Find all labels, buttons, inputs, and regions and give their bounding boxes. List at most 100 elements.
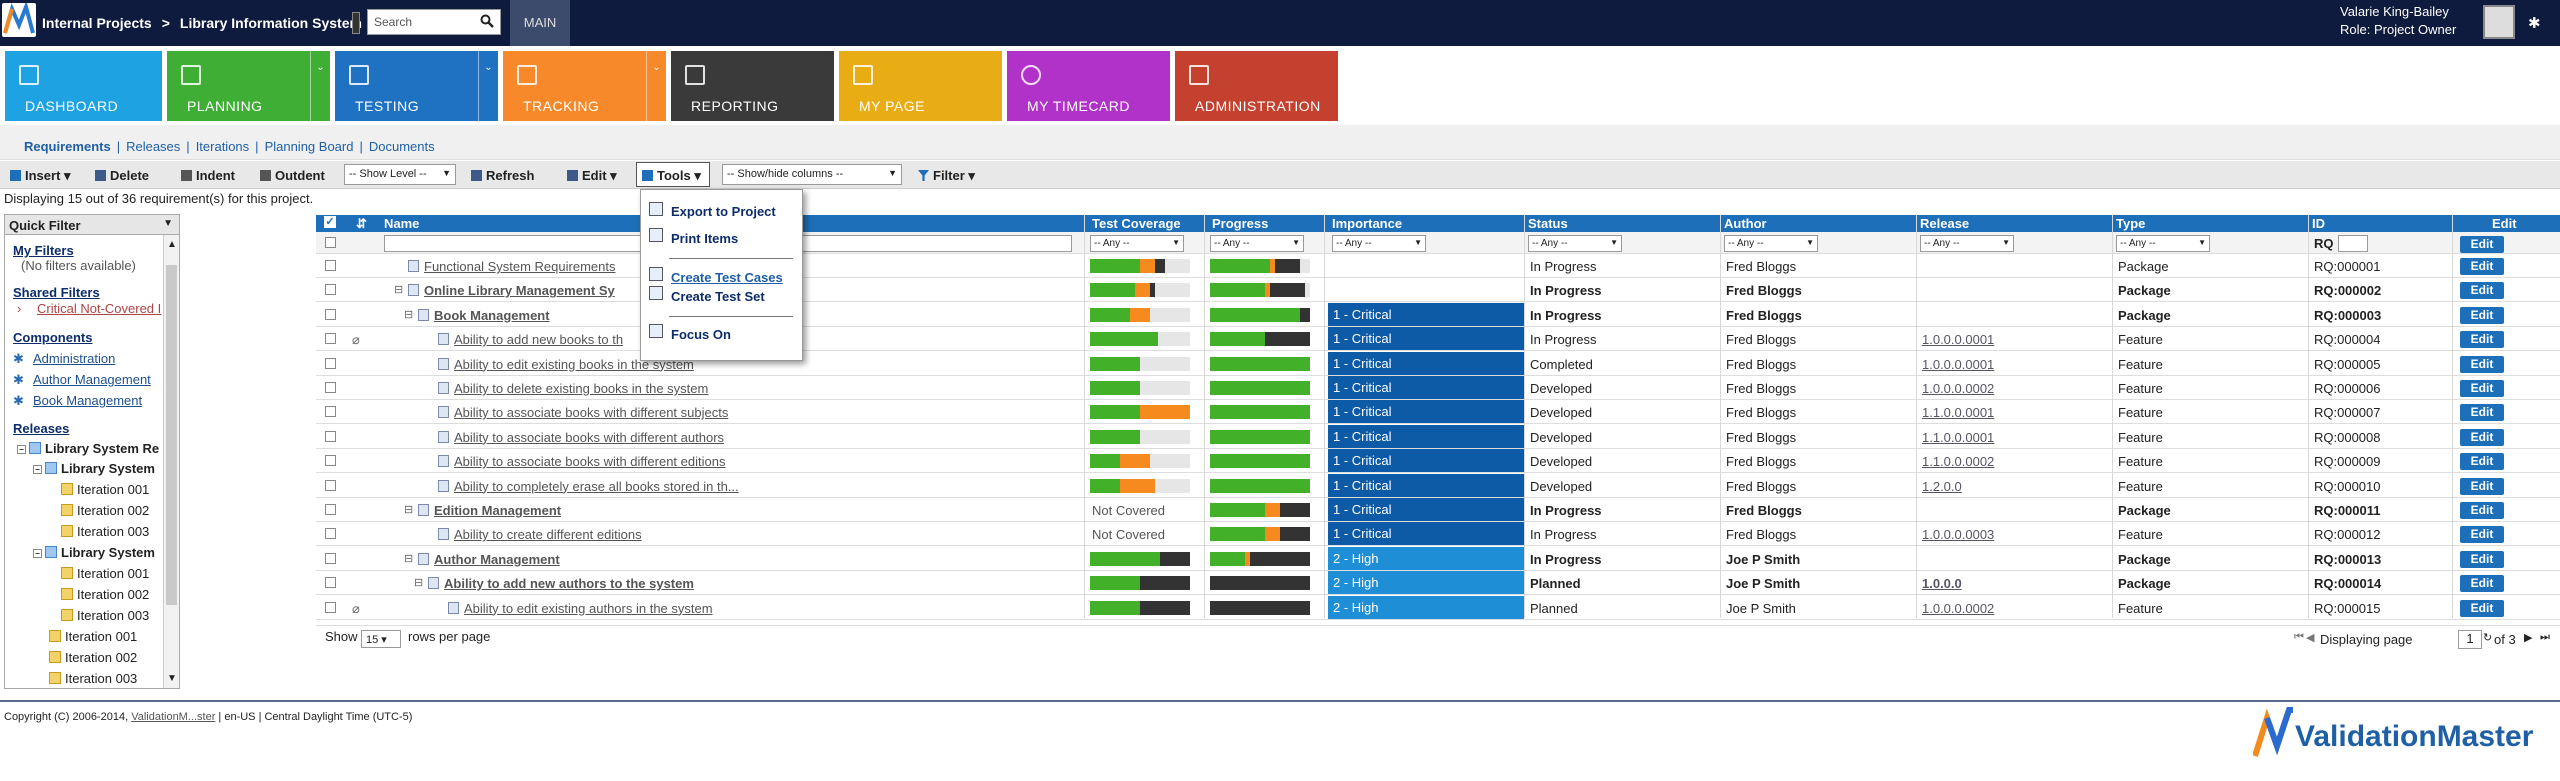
- table-row[interactable]: Ability to associate books with differen…: [316, 424, 2560, 449]
- menu-create-test-set[interactable]: Create Test Set: [671, 289, 765, 304]
- first-page-icon[interactable]: ⏮: [2294, 631, 2304, 643]
- release-link[interactable]: 1.1.0.0.0001: [1922, 405, 1995, 421]
- column-progress[interactable]: Progress: [1212, 216, 1269, 231]
- author-cell[interactable]: Joe P Smith: [1726, 576, 1801, 592]
- requirement-name[interactable]: Ability to delete existing books in the …: [454, 381, 709, 396]
- prev-page-icon[interactable]: ◀: [2306, 632, 2315, 644]
- scroll-down-icon[interactable]: ▼: [167, 673, 177, 684]
- author-cell[interactable]: Joe P Smith: [1726, 551, 1801, 567]
- status-cell[interactable]: In Progress: [1530, 551, 1602, 567]
- component-administration[interactable]: Administration: [33, 351, 116, 366]
- importance-cell[interactable]: 1 - Critical: [1328, 522, 1524, 546]
- subnav-iterations[interactable]: Iterations: [195, 139, 250, 154]
- collapse-icon[interactable]: ⊟: [394, 284, 404, 297]
- next-page-icon[interactable]: ▶: [2524, 632, 2533, 644]
- author-cell[interactable]: Fred Bloggs: [1726, 259, 1797, 274]
- menu-export-to-project[interactable]: Export to Project: [671, 204, 776, 219]
- status-cell[interactable]: Developed: [1530, 454, 1593, 470]
- iteration-tree-item[interactable]: Iteration 003: [61, 524, 149, 539]
- author-cell[interactable]: Fred Bloggs: [1726, 283, 1802, 299]
- table-row[interactable]: ⊟ Book Management 1 - Critical In Progress F…: [316, 302, 2560, 327]
- outdent-button[interactable]: Outdent: [260, 168, 325, 183]
- column-id[interactable]: ID: [2312, 216, 2325, 231]
- collapse-icon[interactable]: −: [33, 549, 42, 558]
- menu-create-test-cases[interactable]: Create Test Cases: [671, 270, 783, 285]
- importance-cell[interactable]: 1 - Critical: [1328, 449, 1524, 473]
- status-cell[interactable]: Planned: [1530, 600, 1578, 616]
- table-row[interactable]: Ability to delete existing books in the …: [316, 376, 2560, 400]
- gear-icon[interactable]: ✱: [2528, 15, 2541, 32]
- search-input[interactable]: Search: [367, 9, 501, 35]
- requirement-name[interactable]: Ability to associate books with differen…: [454, 454, 726, 470]
- chevron-down-icon[interactable]: ⌄: [310, 51, 330, 121]
- requirement-name[interactable]: Online Library Management Sy: [424, 283, 615, 299]
- importance-cell[interactable]: 1 - Critical: [1328, 327, 1524, 351]
- importance-cell[interactable]: 1 - Critical: [1328, 400, 1524, 424]
- collapse-icon[interactable]: ⊟: [404, 552, 414, 565]
- author-cell[interactable]: Fred Bloggs: [1726, 478, 1797, 494]
- author-cell[interactable]: Joe P Smith: [1726, 600, 1796, 616]
- requirement-name[interactable]: Author Management: [434, 551, 560, 567]
- iteration-tree-item[interactable]: Iteration 002: [61, 503, 149, 518]
- app-logo[interactable]: [2, 0, 36, 37]
- edit-menu-button[interactable]: Edit ▾: [567, 168, 617, 184]
- release-link[interactable]: 1.0.0.0.0003: [1922, 527, 1995, 543]
- subnav-requirements[interactable]: Requirements: [24, 139, 111, 154]
- status-cell[interactable]: Developed: [1530, 478, 1593, 494]
- tile-reporting[interactable]: REPORTING: [671, 51, 834, 121]
- status-cell[interactable]: In Progress: [1530, 283, 1602, 299]
- release-link[interactable]: 1.0.0.0: [1922, 576, 1962, 592]
- edit-button[interactable]: Edit: [2460, 599, 2504, 617]
- release-link[interactable]: 1.1.0.0.0001: [1922, 429, 1995, 445]
- status-cell[interactable]: Planned: [1530, 576, 1581, 592]
- status-cell[interactable]: In Progress: [1530, 307, 1602, 323]
- tile-administration[interactable]: ADMINISTRATION: [1175, 51, 1338, 121]
- requirement-name[interactable]: Book Management: [434, 307, 550, 323]
- iteration-tree-item[interactable]: Iteration 001: [61, 482, 149, 497]
- iteration-tree-item[interactable]: Iteration 001: [49, 629, 137, 644]
- status-cell[interactable]: Developed: [1530, 405, 1593, 421]
- last-page-icon[interactable]: ⏭: [2540, 631, 2550, 643]
- select-all-checkbox[interactable]: ✓: [324, 216, 336, 228]
- go-page-icon[interactable]: ↻: [2483, 632, 2493, 644]
- table-row[interactable]: ⌀ Ability to edit existing authors in the…: [316, 595, 2560, 620]
- table-row[interactable]: Functional System Requirements In Progres…: [316, 254, 2560, 278]
- author-cell[interactable]: Fred Bloggs: [1726, 503, 1802, 518]
- requirement-name[interactable]: Ability to edit existing authors in the …: [464, 600, 713, 616]
- edit-button[interactable]: Edit: [2460, 428, 2504, 446]
- collapse-icon[interactable]: ⊟: [414, 577, 424, 590]
- edit-button[interactable]: Edit: [2460, 236, 2504, 253]
- row-checkbox[interactable]: [325, 308, 336, 320]
- release-link[interactable]: 1.0.0.0.0002: [1922, 381, 1995, 396]
- show-hide-columns-select[interactable]: -- Show/hide columns --: [722, 164, 902, 185]
- tile-testing[interactable]: TESTING ⌄: [335, 51, 498, 121]
- coverage-filter[interactable]: -- Any --: [1090, 235, 1184, 252]
- status-cell[interactable]: Developed: [1530, 429, 1593, 445]
- row-checkbox[interactable]: [325, 382, 336, 393]
- importance-cell[interactable]: 1 - Critical: [1328, 376, 1524, 399]
- scroll-up-icon[interactable]: ▲: [167, 239, 177, 250]
- quick-filter-title[interactable]: Quick Filter: [5, 215, 179, 235]
- release-link[interactable]: 1.0.0.0.0001: [1922, 332, 1995, 348]
- attachment-column-icon[interactable]: ⇵: [356, 216, 367, 231]
- edit-button[interactable]: Edit: [2460, 331, 2504, 349]
- author-cell[interactable]: Fred Bloggs: [1726, 381, 1797, 396]
- my-filters-heading[interactable]: My Filters: [13, 243, 74, 258]
- show-level-select[interactable]: -- Show Level --: [344, 164, 456, 185]
- edit-button[interactable]: Edit: [2460, 453, 2504, 471]
- importance-cell[interactable]: 2 - High: [1328, 595, 1524, 619]
- iteration-tree-item[interactable]: Iteration 002: [49, 650, 137, 665]
- status-cell[interactable]: In Progress: [1530, 503, 1602, 518]
- importance-cell[interactable]: 1 - Critical: [1328, 351, 1524, 375]
- edit-button[interactable]: Edit: [2460, 282, 2504, 300]
- row-checkbox[interactable]: [325, 333, 336, 345]
- chevron-down-icon[interactable]: ⌄: [478, 51, 498, 121]
- collapse-icon[interactable]: −: [33, 465, 42, 474]
- table-row[interactable]: Ability to edit existing books in the sy…: [316, 351, 2560, 376]
- release-link[interactable]: 1.0.0.0.0002: [1922, 600, 1995, 616]
- column-test-coverage[interactable]: Test Coverage: [1092, 216, 1181, 231]
- shared-filter-item[interactable]: Critical Not-Covered I: [37, 301, 162, 316]
- requirement-name[interactable]: Ability to add new authors to the system: [444, 576, 694, 592]
- release-tree-item[interactable]: − Library System: [33, 461, 155, 476]
- edit-button[interactable]: Edit: [2460, 258, 2504, 275]
